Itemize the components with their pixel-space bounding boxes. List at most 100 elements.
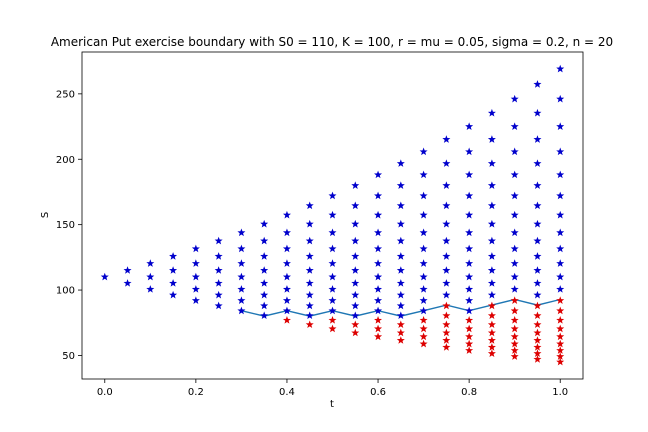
exercise-node-point [556, 332, 565, 341]
continuation-node-point [237, 228, 246, 237]
continuation-node-point [487, 135, 496, 143]
continuation-node-point [282, 306, 291, 315]
exercise-node-point [533, 336, 542, 344]
exercise-node-point [556, 324, 565, 333]
continuation-node-point [305, 252, 314, 260]
continuation-node-point [214, 301, 223, 310]
continuation-node-point [374, 272, 383, 281]
continuation-node-point [465, 170, 474, 179]
continuation-node-point [214, 236, 223, 245]
exercise-node-point [442, 301, 451, 310]
continuation-node-point [237, 296, 246, 304]
continuation-node-point [169, 290, 178, 299]
continuation-node-point [442, 290, 451, 299]
continuation-node-point [442, 135, 451, 143]
continuation-node-point [510, 94, 519, 103]
continuation-node-point [510, 122, 519, 130]
continuation-node-point [510, 285, 519, 293]
continuation-node-point [556, 244, 565, 253]
x-tick-label: 0.0 [97, 387, 113, 398]
exercise-node-point [374, 316, 383, 324]
continuation-node-point [442, 159, 451, 167]
continuation-node-point [510, 191, 519, 200]
continuation-node-point [396, 181, 405, 189]
continuation-node-point [191, 285, 200, 293]
continuation-node-point [328, 306, 337, 315]
continuation-node-point [396, 252, 405, 260]
continuation-node-point [419, 306, 428, 315]
exercise-node-point [556, 306, 565, 315]
exercise-node-point [419, 339, 428, 348]
continuation-node-point [533, 219, 542, 228]
continuation-node-point [100, 272, 109, 281]
exercise-node-point [510, 324, 519, 333]
exercise-node-point [328, 316, 337, 324]
continuation-node-point [533, 159, 542, 167]
exercise-node-point [465, 316, 474, 324]
continuation-node-point [169, 266, 178, 274]
continuation-node-point [351, 266, 360, 274]
continuation-node-point [487, 252, 496, 260]
continuation-node-point [191, 244, 200, 253]
exercise-node-point [556, 357, 565, 366]
continuation-node-point [533, 108, 542, 117]
continuation-node-point [556, 94, 565, 103]
continuation-node-point [351, 301, 360, 310]
exercise-node-point [419, 332, 428, 341]
continuation-node-point [328, 228, 337, 237]
continuation-node-point [305, 301, 314, 310]
continuation-node-point [351, 181, 360, 189]
x-tick-label: 1.0 [552, 387, 568, 398]
continuation-node-point [465, 228, 474, 237]
exercise-node-point [419, 324, 428, 333]
continuation-node-point [487, 279, 496, 287]
continuation-node-point [374, 210, 383, 219]
continuation-node-point [328, 259, 337, 267]
exercise-node-point [442, 336, 451, 344]
continuation-node-point [191, 259, 200, 267]
continuation-node-point [260, 279, 269, 287]
continuation-node-point [487, 266, 496, 274]
continuation-node-point [487, 159, 496, 167]
continuation-node-point [442, 201, 451, 210]
continuation-node-point [374, 296, 383, 304]
exercise-node-point [351, 320, 360, 329]
y-axis: 50 100 150 200 250 [56, 89, 82, 362]
exercise-node-point [556, 346, 565, 354]
continuation-node-point [465, 147, 474, 156]
continuation-node-point [396, 290, 405, 299]
continuation-node-point [351, 201, 360, 210]
x-axis-label: t [330, 399, 334, 410]
continuation-node-point [487, 108, 496, 117]
continuation-node-point [419, 191, 428, 200]
continuation-node-point [419, 228, 428, 237]
continuation-node-point [260, 236, 269, 245]
continuation-node-point [465, 259, 474, 267]
continuation-node-point [556, 191, 565, 200]
exercise-node-point [419, 316, 428, 324]
continuation-node-point [442, 219, 451, 228]
exercise-node-point [465, 339, 474, 348]
continuation-node-point [510, 244, 519, 253]
exercise-node-point [465, 324, 474, 333]
continuation-node-point [533, 266, 542, 274]
continuation-node-point [419, 170, 428, 179]
y-tick-label: 100 [56, 286, 75, 297]
continuation-node-point [328, 272, 337, 281]
exercise-node-point [442, 343, 451, 351]
continuation-node-point [214, 290, 223, 299]
continuation-node-point [396, 279, 405, 287]
continuation-node-point [533, 201, 542, 210]
exercise-node-point [556, 352, 565, 360]
exercise-node-point [510, 332, 519, 341]
continuation-node-point [396, 301, 405, 310]
continuation-node-point [487, 201, 496, 210]
continuation-node-point [237, 259, 246, 267]
continuation-node-point [419, 210, 428, 219]
continuation-node-point [260, 266, 269, 274]
continuation-node-point [465, 285, 474, 293]
continuation-node-point [442, 236, 451, 245]
continuation-node-point [351, 252, 360, 260]
exercise-node-point [396, 328, 405, 337]
exercise-node-point [465, 346, 474, 354]
